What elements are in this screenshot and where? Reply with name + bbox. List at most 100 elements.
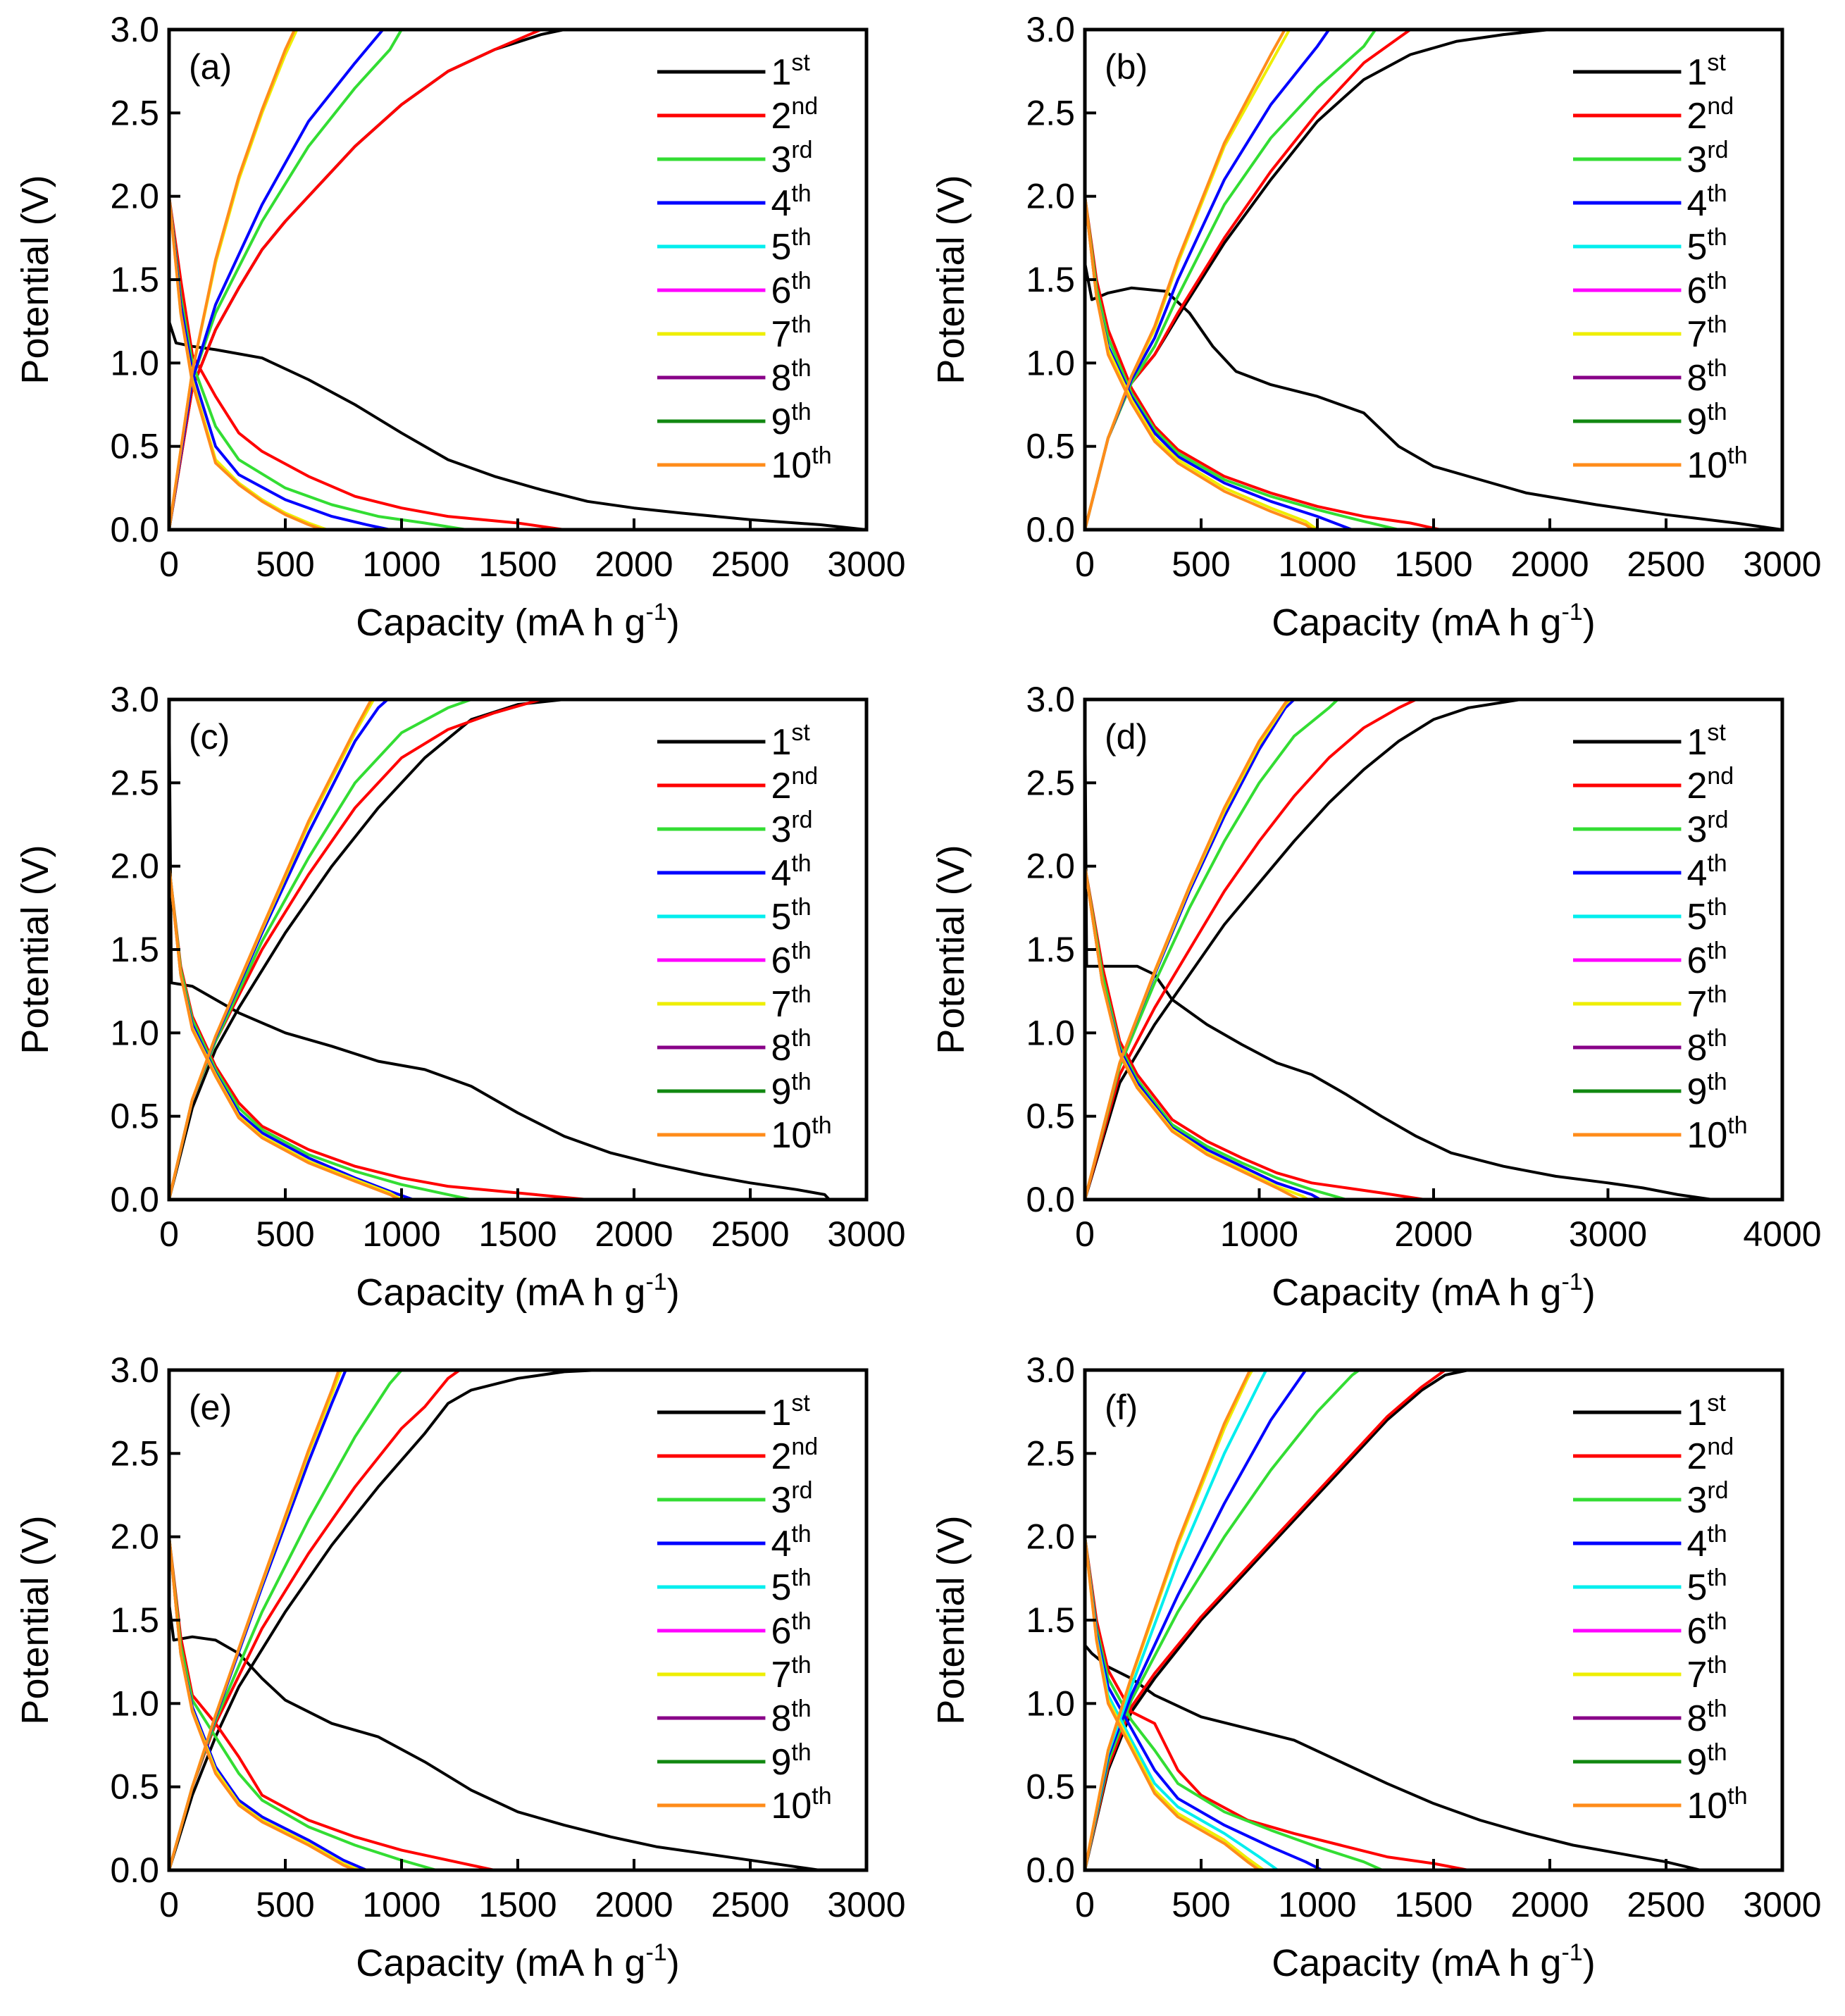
series-2nd-charge (1085, 699, 1418, 1200)
panel-label: (d) (1105, 717, 1148, 757)
x-tick-label: 0 (159, 545, 179, 584)
y-tick-label: 0.0 (1026, 1850, 1075, 1890)
legend-label: 9th (1686, 1069, 1727, 1112)
x-tick-label: 2500 (1627, 545, 1705, 584)
series-10th-discharge (169, 194, 324, 530)
x-tick-label: 2500 (711, 545, 789, 584)
x-axis-label: Capacity (mA h g-1) (1272, 1269, 1595, 1314)
series-7th-charge (169, 699, 375, 1200)
panel-f: 0 500 1000 1500 2000 2500 3000 0.0 0.5 1.0 1.5 2.0 2… (930, 1350, 1822, 1984)
legend-label: 5th (1686, 1564, 1727, 1608)
y-tick-label: 1.5 (1026, 260, 1075, 299)
series-10th-discharge (1085, 194, 1315, 530)
series-10th-charge (169, 30, 297, 530)
x-tick-label: 3000 (827, 1885, 905, 1924)
series-10th-charge (169, 1370, 340, 1870)
panel-c: 0 500 1000 1500 2000 2500 3000 0.0 0.5 1.0 1.5 2.0 2… (14, 680, 906, 1314)
series-10th-charge (169, 699, 373, 1200)
x-tick-label: 3000 (1569, 1214, 1647, 1254)
y-tick-label: 1.5 (110, 930, 159, 969)
plot-frame (1083, 27, 1784, 532)
legend-label: 10th (771, 442, 831, 486)
y-tick-label: 0.5 (1026, 1767, 1075, 1807)
legend-label: 4th (1686, 1521, 1727, 1564)
series-10th-charge (1085, 1370, 1252, 1870)
series-group (1085, 1370, 1703, 1870)
y-tick-label: 1.0 (110, 343, 159, 382)
y-tick-label: 3.0 (110, 1350, 159, 1390)
x-tick-label: 500 (256, 1885, 314, 1924)
legend-label: 6th (771, 938, 811, 981)
x-tick-label: 2500 (711, 1885, 789, 1924)
x-tick-label: 2000 (595, 545, 673, 584)
series-group (1085, 699, 1714, 1200)
x-tick-label: 500 (1172, 1885, 1230, 1924)
series-1st-discharge (169, 699, 831, 1200)
x-tick-label: 2500 (1627, 1885, 1705, 1924)
panel-label: (b) (1105, 47, 1148, 87)
legend-label: 1st (1686, 49, 1726, 93)
y-tick-label: 1.5 (110, 260, 159, 299)
series-3rd-charge (1085, 1370, 1361, 1870)
series-4th-discharge (169, 194, 392, 530)
series-4th-charge (169, 699, 390, 1200)
legend-label: 10th (1686, 442, 1747, 486)
legend-label: 4th (771, 1521, 811, 1564)
panel-label: (c) (189, 717, 230, 757)
x-tick-label: 500 (1172, 545, 1230, 584)
legend-label: 1st (771, 49, 810, 93)
x-tick-label: 0 (1075, 1885, 1095, 1924)
x-tick-label: 0 (1075, 1214, 1095, 1254)
series-1st-discharge (169, 1602, 821, 1870)
series-3rd-charge (1085, 30, 1377, 530)
series-2nd-discharge (1085, 864, 1427, 1200)
panel-a: 0 500 1000 1500 2000 2500 3000 0.0 0.5 1.0 1.5 2.0 2… (14, 10, 906, 644)
legend-label: 7th (1686, 311, 1727, 355)
y-tick-label: 2.5 (110, 1433, 159, 1473)
legend-label: 9th (771, 1069, 811, 1112)
legend-label: 8th (1686, 355, 1727, 399)
y-tick-label: 3.0 (1026, 1350, 1075, 1390)
legend-label: 4th (771, 850, 811, 894)
series-1st-charge (169, 699, 566, 1200)
panel-e: 0 500 1000 1500 2000 2500 3000 0.0 0.5 1.0 1.5 2.0 2… (14, 1350, 906, 1984)
legend-label: 3rd (771, 807, 812, 850)
series-4th-charge (1085, 30, 1331, 530)
y-tick-label: 0.5 (110, 427, 159, 466)
series-1st-charge (1085, 699, 1522, 1200)
series-10th-discharge (1085, 1535, 1261, 1870)
series-4th-charge (169, 30, 385, 530)
series-3rd-discharge (1085, 864, 1348, 1200)
series-7th-charge (1085, 699, 1292, 1200)
legend-label: 6th (1686, 938, 1727, 981)
plot-frame (167, 1368, 869, 1872)
legend-label: 1st (1686, 1390, 1726, 1433)
panel-b: 0 500 1000 1500 2000 2500 3000 0.0 0.5 1.0 1.5 2.0 2… (930, 10, 1822, 644)
y-tick-label: 1.5 (1026, 1600, 1075, 1640)
series-3rd-charge (1085, 699, 1339, 1200)
x-tick-label: 1500 (478, 545, 557, 584)
series-4th-discharge (169, 864, 415, 1200)
x-axis-label: Capacity (mA h g-1) (1272, 1939, 1595, 1984)
y-tick-label: 0.0 (110, 1180, 159, 1219)
legend-label: 9th (1686, 1739, 1727, 1783)
legend-label: 1st (771, 719, 810, 763)
series-3rd-discharge (1085, 194, 1400, 530)
x-axis-label: Capacity (mA h g-1) (356, 1269, 679, 1314)
y-tick-label: 2.5 (110, 763, 159, 802)
legend-label: 9th (1686, 399, 1727, 442)
legend-label: 7th (771, 981, 811, 1025)
series-2nd-charge (1085, 1370, 1447, 1870)
y-tick-label: 1.5 (110, 1600, 159, 1640)
series-1st-discharge (1085, 699, 1714, 1200)
legend-label: 4th (771, 180, 811, 224)
series-3rd-charge (169, 30, 403, 530)
legend-label: 1st (1686, 719, 1726, 763)
legend-label: 8th (771, 1025, 811, 1069)
x-tick-label: 1500 (478, 1885, 557, 1924)
y-tick-label: 1.0 (1026, 1013, 1075, 1052)
